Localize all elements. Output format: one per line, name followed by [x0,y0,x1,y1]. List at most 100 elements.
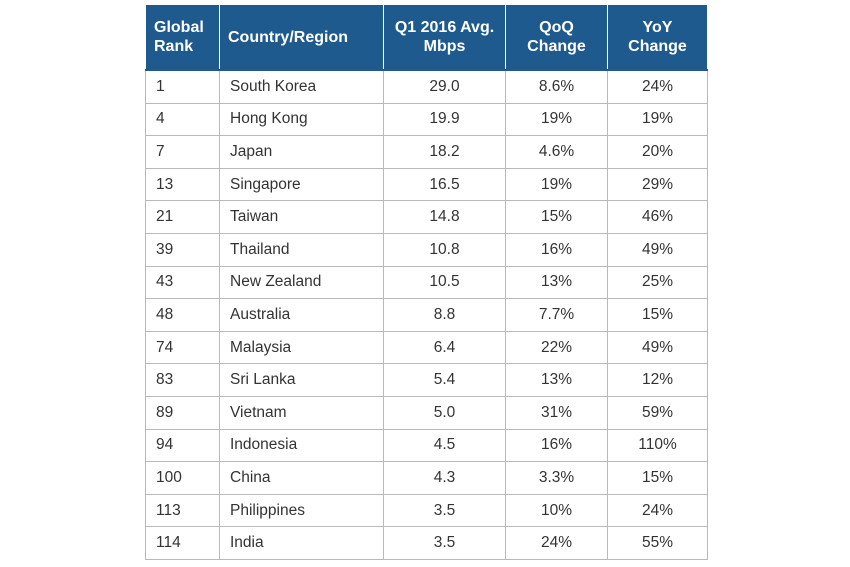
qoq-change-cell: 16% [505,232,608,267]
rank-cell: 114 [145,526,220,560]
qoq-change-cell: 16% [505,428,608,463]
yoy-change-cell: 25% [607,265,708,300]
avg-mbps-cell: 3.5 [383,526,506,560]
avg-mbps-cell: 10.8 [383,232,506,267]
avg-mbps-cell: 8.8 [383,298,506,332]
yoy-change-cell: 15% [607,461,708,495]
country-cell: Singapore [219,167,384,202]
avg-mbps-cell: 19.9 [383,102,506,137]
avg-mbps-cell: 16.5 [383,167,506,202]
rank-cell: 43 [145,265,220,300]
rank-cell: 1 [145,68,220,104]
avg-mbps-cell: 14.8 [383,200,506,234]
table-row: 39 Thailand 10.8 16% 49% [145,232,708,267]
avg-mbps-cell: 3.5 [383,493,506,528]
table-row: 48 Australia 8.8 7.7% 15% [145,298,708,332]
avg-mbps-cell: 18.2 [383,135,506,169]
yoy-change-cell: 15% [607,298,708,332]
qoq-change-cell: 15% [505,200,608,234]
header-avg-mbps: Q1 2016 Avg. Mbps [383,5,506,70]
country-cell: India [219,526,384,560]
table-row: 43 New Zealand 10.5 13% 25% [145,265,708,300]
qoq-change-cell: 13% [505,265,608,300]
yoy-change-cell: 20% [607,135,708,169]
country-cell: Australia [219,298,384,332]
qoq-change-cell: 7.7% [505,298,608,332]
table-row: 74 Malaysia 6.4 22% 49% [145,330,708,365]
country-cell: Vietnam [219,395,384,430]
table-row: 89 Vietnam 5.0 31% 59% [145,395,708,430]
country-cell: Japan [219,135,384,169]
country-cell: Sri Lanka [219,363,384,397]
yoy-change-cell: 110% [607,428,708,463]
qoq-change-cell: 19% [505,102,608,137]
yoy-change-cell: 19% [607,102,708,137]
header-country-region: Country/Region [219,5,384,70]
header-qoq-change: QoQ Change [505,5,608,70]
country-cell: Malaysia [219,330,384,365]
country-cell: Philippines [219,493,384,528]
avg-mbps-cell: 5.0 [383,395,506,430]
table-header: Global Rank Country/Region Q1 2016 Avg. … [145,5,708,70]
qoq-change-cell: 3.3% [505,461,608,495]
rank-cell: 113 [145,493,220,528]
header-yoy-change: YoY Change [607,5,708,70]
qoq-change-cell: 24% [505,526,608,560]
speed-table: Global Rank Country/Region Q1 2016 Avg. … [145,5,708,560]
country-cell: Indonesia [219,428,384,463]
country-cell: Taiwan [219,200,384,234]
yoy-change-cell: 59% [607,395,708,430]
rank-cell: 4 [145,102,220,137]
table-body: 1 South Korea 29.0 8.6% 24% 4 Hong Kong 19.9 19%… [145,68,708,560]
qoq-change-cell: 31% [505,395,608,430]
avg-mbps-cell: 4.3 [383,461,506,495]
rank-cell: 21 [145,200,220,234]
avg-mbps-cell: 4.5 [383,428,506,463]
rank-cell: 7 [145,135,220,169]
table-row: 114 India 3.5 24% 55% [145,526,708,560]
rank-cell: 100 [145,461,220,495]
country-cell: New Zealand [219,265,384,300]
avg-mbps-cell: 6.4 [383,330,506,365]
speed-table-container: Global Rank Country/Region Q1 2016 Avg. … [145,5,708,560]
rank-cell: 74 [145,330,220,365]
rank-cell: 48 [145,298,220,332]
yoy-change-cell: 12% [607,363,708,397]
table-row: 7 Japan 18.2 4.6% 20% [145,135,708,169]
yoy-change-cell: 29% [607,167,708,202]
qoq-change-cell: 4.6% [505,135,608,169]
yoy-change-cell: 46% [607,200,708,234]
country-cell: South Korea [219,68,384,104]
avg-mbps-cell: 29.0 [383,68,506,104]
qoq-change-cell: 10% [505,493,608,528]
qoq-change-cell: 13% [505,363,608,397]
rank-cell: 89 [145,395,220,430]
rank-cell: 39 [145,232,220,267]
yoy-change-cell: 49% [607,232,708,267]
yoy-change-cell: 55% [607,526,708,560]
table-row: 4 Hong Kong 19.9 19% 19% [145,102,708,137]
table-row: 100 China 4.3 3.3% 15% [145,461,708,495]
yoy-change-cell: 24% [607,68,708,104]
country-cell: China [219,461,384,495]
table-row: 1 South Korea 29.0 8.6% 24% [145,68,708,104]
header-row: Global Rank Country/Region Q1 2016 Avg. … [145,5,708,70]
qoq-change-cell: 19% [505,167,608,202]
qoq-change-cell: 22% [505,330,608,365]
header-global-rank: Global Rank [145,5,220,70]
yoy-change-cell: 49% [607,330,708,365]
table-row: 113 Philippines 3.5 10% 24% [145,493,708,528]
country-cell: Thailand [219,232,384,267]
avg-mbps-cell: 10.5 [383,265,506,300]
rank-cell: 94 [145,428,220,463]
qoq-change-cell: 8.6% [505,68,608,104]
table-row: 13 Singapore 16.5 19% 29% [145,167,708,202]
table-row: 94 Indonesia 4.5 16% 110% [145,428,708,463]
yoy-change-cell: 24% [607,493,708,528]
rank-cell: 83 [145,363,220,397]
avg-mbps-cell: 5.4 [383,363,506,397]
table-row: 21 Taiwan 14.8 15% 46% [145,200,708,234]
rank-cell: 13 [145,167,220,202]
country-cell: Hong Kong [219,102,384,137]
table-row: 83 Sri Lanka 5.4 13% 12% [145,363,708,397]
